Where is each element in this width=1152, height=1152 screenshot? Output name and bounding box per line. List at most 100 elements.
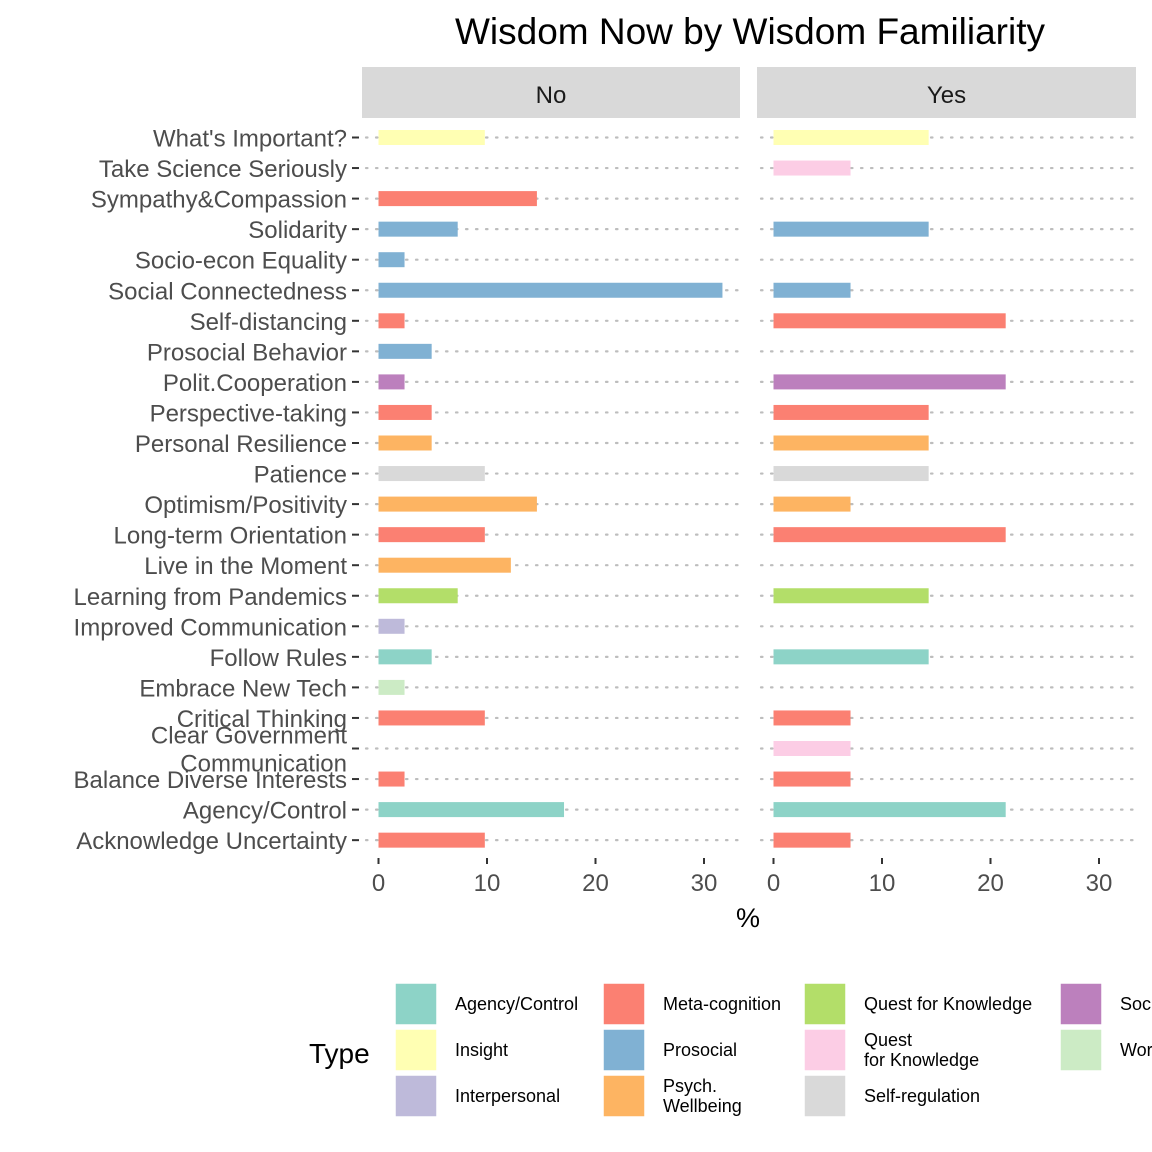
bar-no-polit-cooperation xyxy=(378,374,405,390)
category-label-clear-government-communication: Clear Government Communication xyxy=(151,723,347,778)
bar-no-socio-econ-equality xyxy=(378,252,405,268)
bar-no-improved-communication xyxy=(378,618,405,634)
legend-item-interpersonal: Interpersonal xyxy=(394,1074,560,1118)
x-tick-label: 0 xyxy=(372,870,385,897)
bar-yes-long-term-orientation xyxy=(773,527,1006,543)
bar-no-self-distancing xyxy=(378,313,405,329)
legend-title: Type xyxy=(309,1038,370,1069)
legend-swatch xyxy=(602,1028,646,1072)
legend-label: Interpersonal xyxy=(455,1086,560,1106)
strip-label-no: No xyxy=(536,82,567,109)
bar-yes-polit-cooperation xyxy=(773,374,1006,390)
legend-item-societal: Societal xyxy=(1059,982,1152,1026)
bar-no-solidarity xyxy=(378,221,458,237)
bar-yes-agency-control xyxy=(773,802,1006,818)
legend-swatch xyxy=(803,982,847,1026)
bar-no-sympathy-compassion xyxy=(378,191,537,207)
bar-yes-what-s-important xyxy=(773,130,929,145)
x-tick-label: 30 xyxy=(691,870,718,897)
legend-label: Psych. Wellbeing xyxy=(663,1076,742,1116)
x-tick-label: 30 xyxy=(1086,870,1113,897)
category-label-social-connectedness: Social Connectedness xyxy=(108,278,347,305)
legend-item-self-regulation: Self-regulation xyxy=(803,1074,980,1118)
category-label-polit-cooperation: Polit.Cooperation xyxy=(163,370,347,397)
category-label-prosocial-behavior: Prosocial Behavior xyxy=(147,339,347,366)
bar-no-embrace-new-tech xyxy=(378,679,405,695)
category-label-critical-thinking: Critical Thinking xyxy=(177,706,347,733)
panel-yes: Yes 0 10 20 30 xyxy=(757,67,1136,897)
legend-swatch xyxy=(394,982,438,1026)
legend-label: Quest for Knowledge xyxy=(864,994,1032,1014)
x-tick-label: 20 xyxy=(582,870,609,897)
legend-item-meta-cognition: Meta-cognition xyxy=(602,982,781,1026)
bar-yes-clear-government-communication xyxy=(773,741,851,756)
legend-swatch xyxy=(1059,982,1103,1026)
bar-yes-patience xyxy=(773,466,929,482)
strip-label-yes: Yes xyxy=(927,82,966,109)
bar-yes-perspective-taking xyxy=(773,404,929,420)
legend-item-prosocial: Prosocial xyxy=(602,1028,737,1072)
panel-no: No 0 10 20 30 xyxy=(362,67,740,897)
x-tick-label: 10 xyxy=(474,870,501,897)
legend-item-agency-control: Agency/Control xyxy=(394,982,578,1026)
legend-label: Self-regulation xyxy=(864,1086,980,1106)
legend-item-quest-for-knowledge: Quest for Knowledge xyxy=(803,982,1032,1026)
category-label-long-term-orientation: Long-term Orientation xyxy=(114,523,347,550)
bar-no-what-s-important xyxy=(378,130,485,145)
bar-yes-follow-rules xyxy=(773,649,929,665)
strip-yes xyxy=(757,67,1136,118)
bar-no-balance-diverse-interests xyxy=(378,771,405,787)
category-label-socio-econ-equality: Socio-econ Equality xyxy=(135,248,347,275)
bar-no-agency-control xyxy=(378,802,565,818)
x-tick-label: 0 xyxy=(767,870,780,897)
x-tick-label: 20 xyxy=(977,870,1004,897)
bar-no-long-term-orientation xyxy=(378,527,485,543)
category-label-sympathy-compassion: Sympathy&Compassion xyxy=(91,187,347,214)
legend-label: Meta-cognition xyxy=(663,994,781,1014)
bar-yes-personal-resilience xyxy=(773,435,929,451)
bar-yes-take-science-seriously xyxy=(773,160,851,176)
bar-yes-balance-diverse-interests xyxy=(773,771,851,787)
bar-yes-optimism-positivity xyxy=(773,496,851,512)
legend-swatch xyxy=(803,1028,847,1072)
bar-yes-self-distancing xyxy=(773,313,1006,329)
legend-label: Prosocial xyxy=(663,1040,737,1060)
category-label-what-s-important: What's Important? xyxy=(153,126,347,153)
category-label-learning-from-pandemics: Learning from Pandemics xyxy=(74,584,347,611)
category-label-optimism-positivity: Optimism/Positivity xyxy=(144,492,347,519)
legend-label: World xyxy=(1120,1040,1152,1060)
legend-item-psych-wellbeing: Psych. Wellbeing xyxy=(602,1074,742,1118)
legend-swatch xyxy=(1059,1028,1103,1072)
category-label-live-in-the-moment: Live in the Moment xyxy=(144,553,347,580)
bar-no-critical-thinking xyxy=(378,710,485,726)
legend-item-quest-for-knowledge: Quest for Knowledge xyxy=(803,1028,979,1072)
bar-no-social-connectedness xyxy=(378,282,723,298)
legend-item-world: World xyxy=(1059,1028,1152,1072)
legend-swatch xyxy=(602,982,646,1026)
bar-yes-solidarity xyxy=(773,221,929,237)
bar-no-patience xyxy=(378,466,485,482)
category-label-perspective-taking: Perspective-taking xyxy=(150,400,347,427)
bar-no-acknowledge-uncertainty xyxy=(378,832,485,848)
category-label-self-distancing: Self-distancing xyxy=(190,309,347,336)
category-label-balance-diverse-interests: Balance Diverse Interests xyxy=(74,767,347,794)
chart-title: Wisdom Now by Wisdom Familiarity xyxy=(455,11,1046,52)
bar-no-follow-rules xyxy=(378,649,432,665)
category-label-follow-rules: Follow Rules xyxy=(210,645,347,672)
bar-yes-acknowledge-uncertainty xyxy=(773,832,851,848)
category-label-improved-communication: Improved Communication xyxy=(74,614,347,641)
bar-no-live-in-the-moment xyxy=(378,557,511,573)
x-tick-label: 10 xyxy=(869,870,896,897)
category-label-embrace-new-tech: Embrace New Tech xyxy=(139,675,347,702)
bar-yes-social-connectedness xyxy=(773,282,851,298)
legend-label: Agency/Control xyxy=(455,994,578,1014)
legend-swatch xyxy=(394,1028,438,1072)
bar-yes-critical-thinking xyxy=(773,710,851,726)
legend-swatch xyxy=(602,1074,646,1118)
bar-no-personal-resilience xyxy=(378,435,432,451)
legend-label: Societal xyxy=(1120,994,1152,1014)
bar-no-optimism-positivity xyxy=(378,496,537,512)
bar-no-prosocial-behavior xyxy=(378,343,432,359)
strip-no xyxy=(362,67,740,118)
